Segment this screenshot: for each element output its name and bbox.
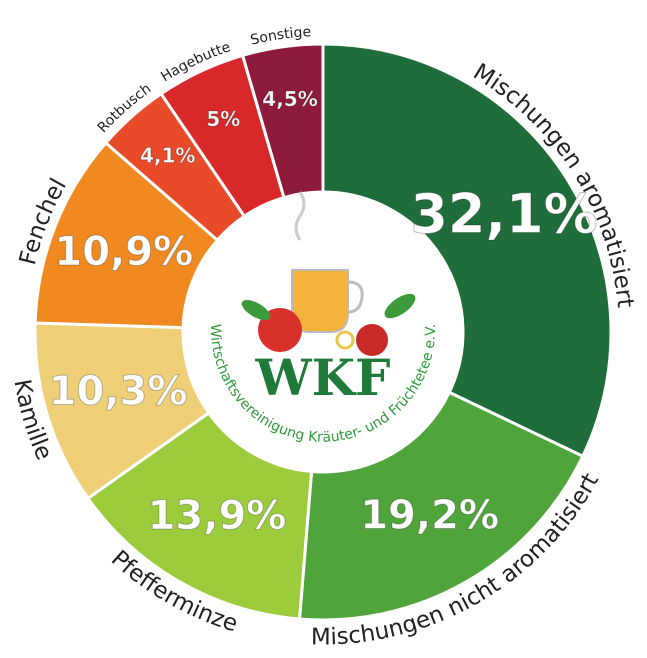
value-label: 4,5%	[262, 87, 317, 111]
value-label: 10,9%	[54, 229, 193, 275]
chart: WKF Wirtschaftsvereinigung Kräuter- und …	[0, 0, 647, 658]
value-label: 13,9%	[148, 493, 287, 539]
value-label: 19,2%	[360, 493, 499, 539]
value-label: 5%	[206, 107, 240, 131]
logo-text: WKF	[254, 348, 390, 407]
value-label: 10,3%	[49, 369, 188, 415]
value-label: 32,1%	[410, 183, 597, 246]
value-label: 4,1%	[140, 143, 195, 167]
page: WKF Wirtschaftsvereinigung Kräuter- und …	[0, 0, 647, 658]
